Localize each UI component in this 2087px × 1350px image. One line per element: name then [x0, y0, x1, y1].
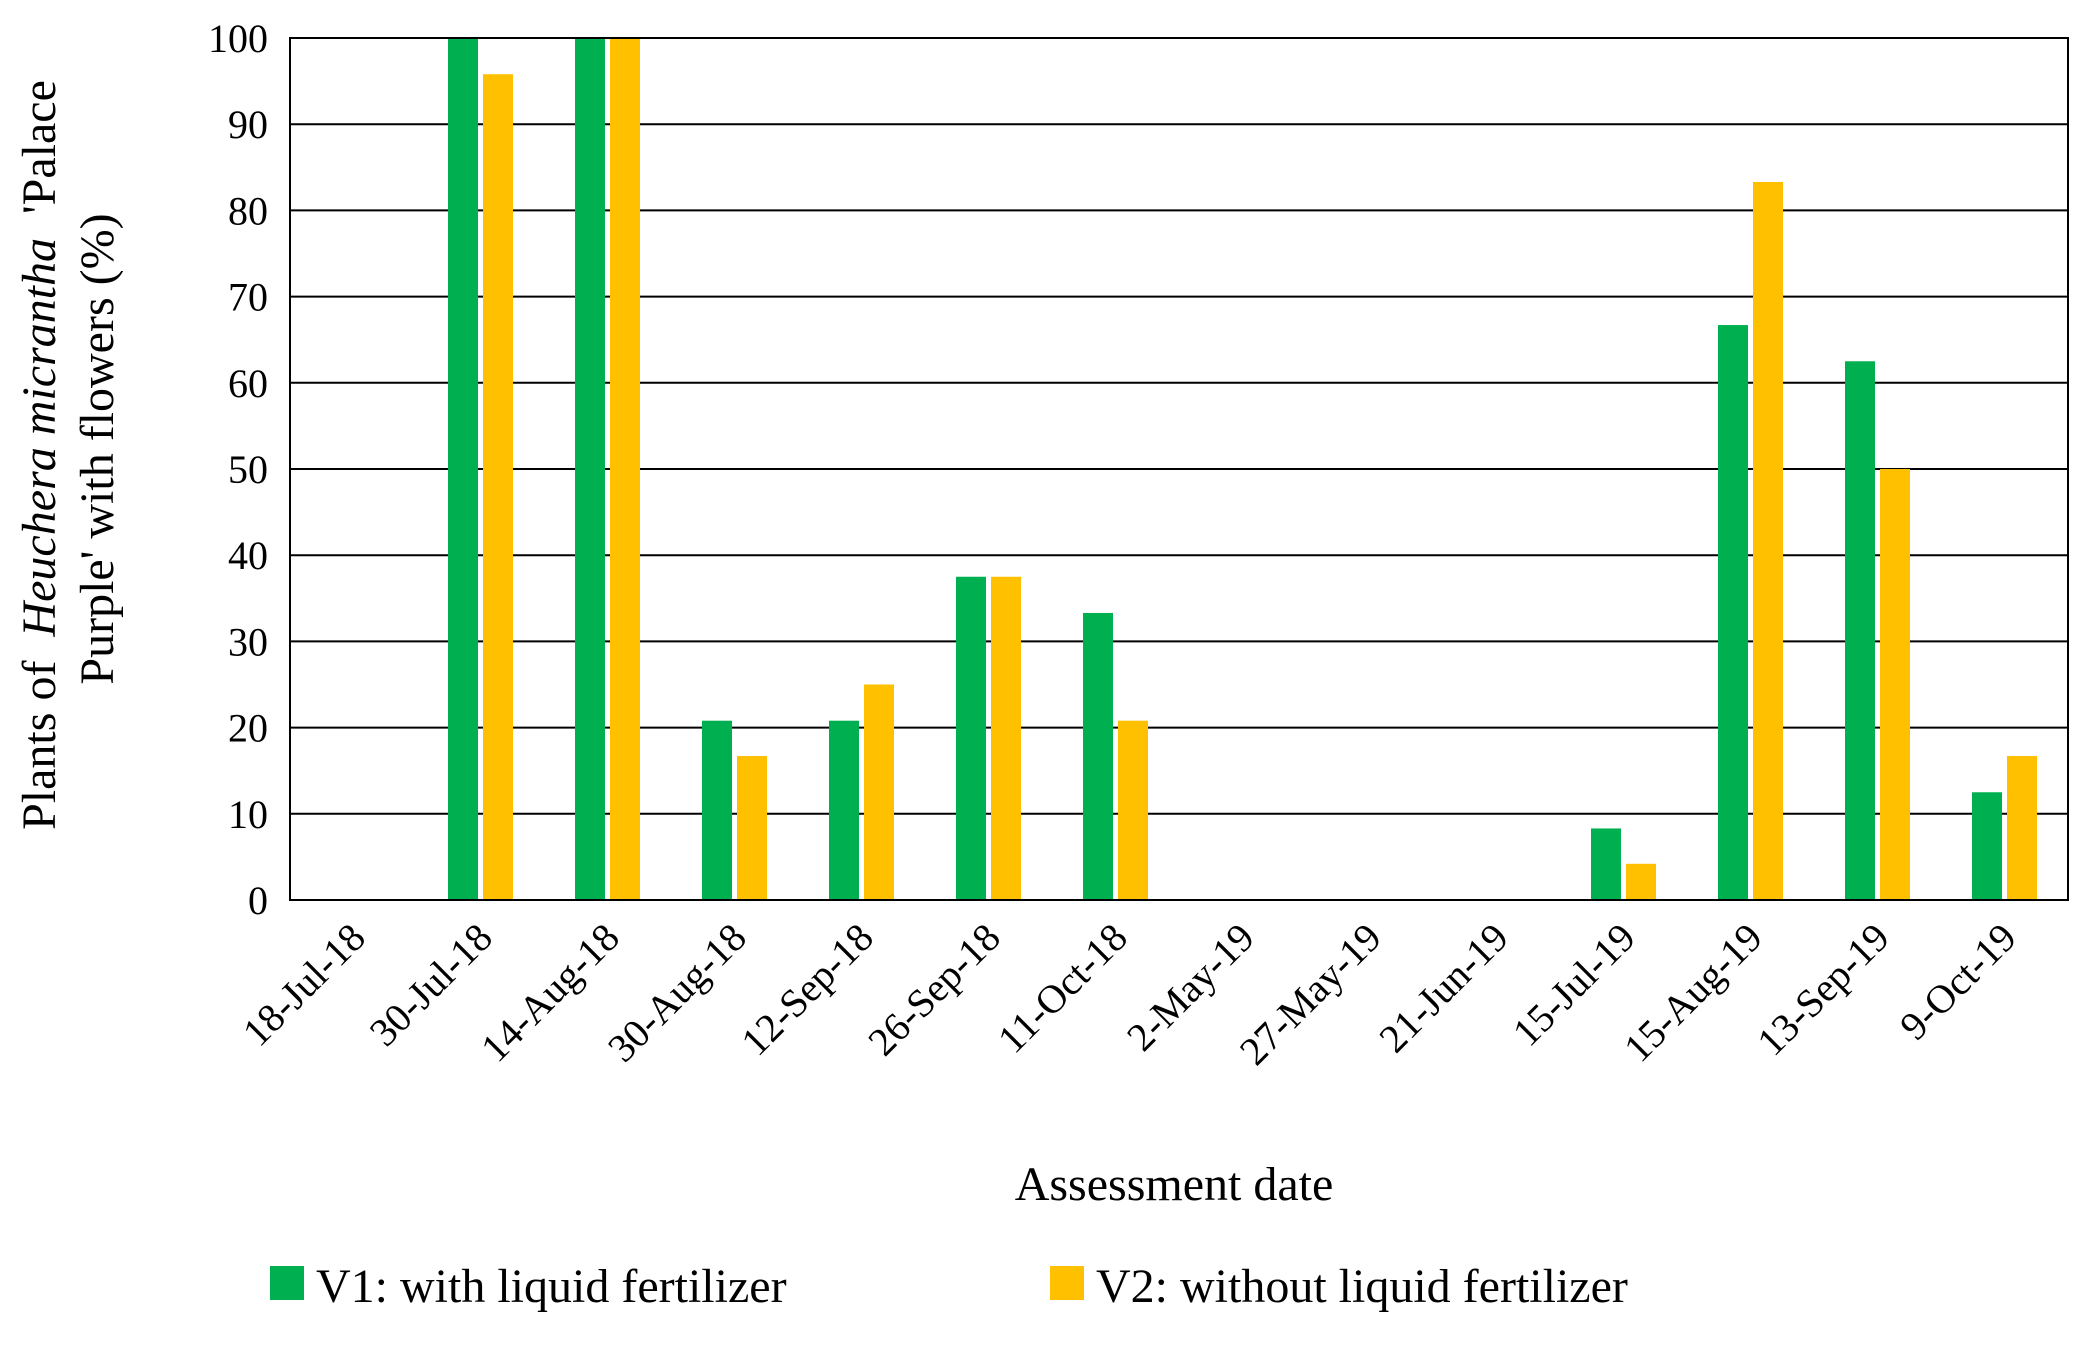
x-tick-labels: 18-Jul-1830-Jul-1814-Aug-1830-Aug-1812-S… [234, 915, 2025, 1074]
bar-v1-26-Sep-18 [956, 576, 986, 900]
bar-v2-14-Aug-18 [610, 38, 640, 900]
bar-v1-14-Aug-18 [575, 38, 605, 900]
bar-v2-13-Sep-19 [1880, 469, 1910, 900]
y-tick-label-50: 50 [228, 447, 268, 492]
bar-v1-15-Aug-19 [1718, 325, 1748, 900]
y-axis-title-prefix: Plants of [13, 661, 66, 830]
bar-v2-11-Oct-18 [1118, 720, 1148, 900]
x-tick-label-11-Oct-18: 11-Oct-18 [989, 915, 1136, 1062]
x-tick-label-13-Sep-19: 13-Sep-19 [1748, 915, 1898, 1065]
y-axis-title-line1: Plants of Heuchera micrantha 'Palace [13, 68, 66, 830]
legend-label-v1: V1: with liquid fertilizer [316, 1260, 787, 1313]
x-axis-title: Assessment date [1015, 1158, 1334, 1211]
bar-v1-15-Jul-19 [1591, 828, 1621, 900]
bar-v1-9-Oct-19 [1972, 792, 2002, 900]
bar-v1-12-Sep-18 [829, 720, 859, 900]
y-axis-title-suffix: 'Palace [13, 80, 66, 214]
bar-v2-15-Jul-19 [1626, 863, 1656, 900]
x-tick-label-26-Sep-18: 26-Sep-18 [859, 915, 1009, 1065]
legend: V1: with liquid fertilizer V2: without l… [270, 1260, 1628, 1313]
bar-v2-9-Oct-19 [2007, 756, 2037, 900]
x-tick-label-9-Oct-19: 9-Oct-19 [1891, 915, 2025, 1049]
y-tick-label-10: 10 [228, 792, 268, 837]
y-tick-label-80: 80 [228, 188, 268, 233]
plot-frame [289, 37, 2069, 901]
x-tick-label-14-Aug-18: 14-Aug-18 [472, 915, 628, 1071]
y-tick-label-70: 70 [228, 275, 268, 320]
legend-swatch-v2 [1050, 1266, 1084, 1300]
bars [448, 38, 2037, 901]
legend-label-v2: V2: without liquid fertilizer [1096, 1260, 1628, 1313]
bar-v1-13-Sep-19 [1845, 361, 1875, 900]
bar-v1-11-Oct-18 [1083, 612, 1113, 900]
bar-v2-30-Jul-18 [483, 74, 513, 901]
x-tick-label-15-Aug-19: 15-Aug-19 [1615, 915, 1771, 1071]
legend-swatch-v1 [270, 1266, 304, 1300]
bar-v2-26-Sep-18 [991, 576, 1021, 900]
y-tick-label-20: 20 [228, 706, 268, 751]
bar-v1-30-Jul-18 [448, 38, 478, 900]
y-tick-label-60: 60 [228, 361, 268, 406]
y-tick-label-90: 90 [228, 102, 268, 147]
y-tick-label-30: 30 [228, 619, 268, 664]
y-axis-title: Plants of Heuchera micrantha 'Palace Pur… [13, 68, 124, 830]
y-axis-title-line2: Purple' with flowers (%) [71, 213, 124, 684]
bar-v2-30-Aug-18 [737, 756, 767, 900]
x-tick-label-12-Sep-18: 12-Sep-18 [732, 915, 882, 1065]
y-tick-label-0: 0 [248, 878, 268, 923]
y-tick-labels: 0 10 20 30 40 50 60 70 80 90 100 [208, 16, 268, 923]
bar-v1-30-Aug-18 [702, 720, 732, 900]
bar-v2-15-Aug-19 [1753, 181, 1783, 901]
x-tick-label-30-Aug-18: 30-Aug-18 [599, 915, 755, 1071]
x-tick-label-18-Jul-18: 18-Jul-18 [234, 915, 374, 1055]
y-axis-title-species: Heuchera micrantha [13, 238, 66, 638]
y-tick-label-40: 40 [228, 533, 268, 578]
x-tick-label-21-Jun-19: 21-Jun-19 [1370, 915, 1517, 1062]
gridlines [290, 37, 2068, 901]
y-tick-label-100: 100 [208, 16, 268, 61]
bar-v2-12-Sep-18 [864, 684, 894, 900]
